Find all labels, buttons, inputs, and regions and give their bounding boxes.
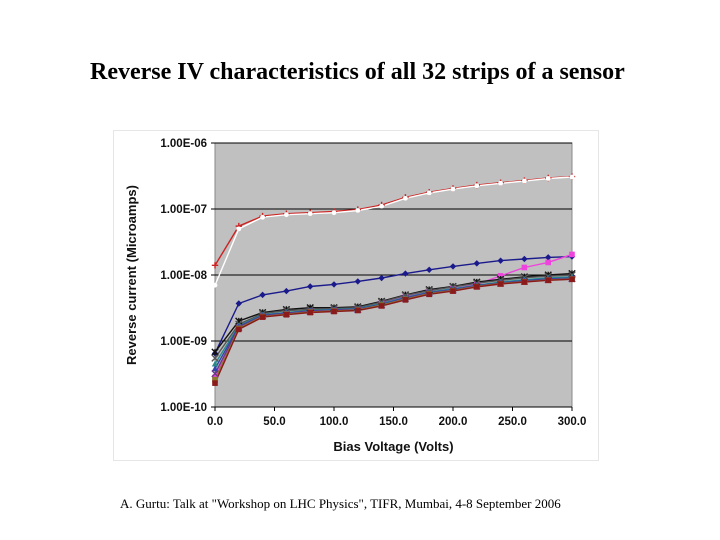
data-point [284, 212, 289, 218]
data-point [307, 211, 313, 217]
data-point [426, 190, 432, 196]
data-point [307, 309, 313, 316]
data-point [403, 195, 408, 201]
data-point [211, 354, 219, 362]
data-point [379, 203, 384, 209]
data-point [449, 263, 457, 270]
y-tick-label: 1.00E-08 [160, 270, 207, 282]
data-point [212, 282, 218, 288]
data-point [473, 260, 480, 267]
x-tick-label: 250.0 [498, 416, 527, 428]
data-point [569, 251, 575, 258]
data-point [211, 360, 219, 367]
data-point [331, 308, 337, 315]
data-point [355, 307, 361, 314]
data-point [259, 291, 266, 299]
x-tick-label: 50.0 [263, 416, 285, 428]
series-line-strip-white [214, 176, 573, 286]
data-point [211, 348, 219, 356]
data-point [402, 297, 409, 303]
data-point [497, 257, 504, 264]
data-point [235, 300, 242, 307]
data-point [521, 255, 528, 263]
data-point [521, 279, 528, 285]
data-point [259, 314, 266, 320]
data-point [426, 266, 433, 273]
series-line-strip-darkred-square [214, 278, 573, 384]
data-point [569, 276, 575, 283]
slide-title: Reverse IV characteristics of all 32 str… [90, 59, 625, 85]
data-point [283, 311, 290, 318]
data-point [426, 291, 432, 298]
data-point [260, 214, 265, 220]
data-point [283, 287, 290, 295]
data-point [236, 226, 242, 232]
data-point [307, 283, 314, 290]
data-point [211, 262, 219, 269]
x-axis-label: Bias Voltage (Volts) [333, 439, 453, 454]
data-point [402, 270, 409, 277]
data-point [212, 380, 218, 386]
data-point [521, 264, 528, 271]
data-point [474, 183, 480, 189]
data-point [497, 273, 504, 279]
y-tick-label: 1.00E-06 [160, 138, 207, 150]
data-point [211, 365, 219, 372]
data-point [545, 277, 551, 284]
data-point [331, 210, 337, 216]
x-tick-label: 100.0 [320, 416, 349, 428]
iv-chart: 1.00E-06 1.00E-07 1.00E-08 1.00E-09 1.00E-10… [124, 138, 587, 454]
data-point [545, 176, 551, 181]
data-point [330, 281, 338, 288]
x-tick-label: 200.0 [439, 416, 468, 428]
data-point [522, 178, 527, 184]
data-point [212, 376, 218, 383]
y-tick-label: 1.00E-07 [160, 204, 207, 216]
x-tick-label: 300.0 [558, 416, 587, 428]
data-point [355, 208, 361, 213]
data-point [450, 288, 456, 294]
x-tick-label: 0.0 [207, 416, 223, 428]
data-point [211, 369, 219, 378]
slide-caption: A. Gurtu: Talk at "Workshop on LHC Physi… [120, 496, 561, 511]
data-point [450, 186, 456, 192]
data-point [236, 326, 242, 333]
data-point [474, 284, 480, 290]
data-point [497, 281, 504, 287]
series-line-strip-gray-x [214, 274, 573, 359]
y-tick-label: 1.00E-09 [160, 336, 207, 348]
chart-frame: 1.00E-06 1.00E-07 1.00E-08 1.00E-09 1.00E-10… [114, 131, 598, 460]
y-axis-label: Reverse current (Microamps) [124, 185, 139, 365]
data-point [498, 180, 503, 186]
y-tick-label: 1.00E-10 [160, 402, 207, 414]
data-point [378, 303, 385, 309]
data-point [545, 259, 551, 266]
series-line-strip-navy-diamond [214, 255, 573, 354]
data-point [354, 278, 361, 285]
data-point [569, 174, 575, 180]
x-tick-label: 150.0 [379, 416, 408, 428]
data-point [378, 274, 385, 282]
